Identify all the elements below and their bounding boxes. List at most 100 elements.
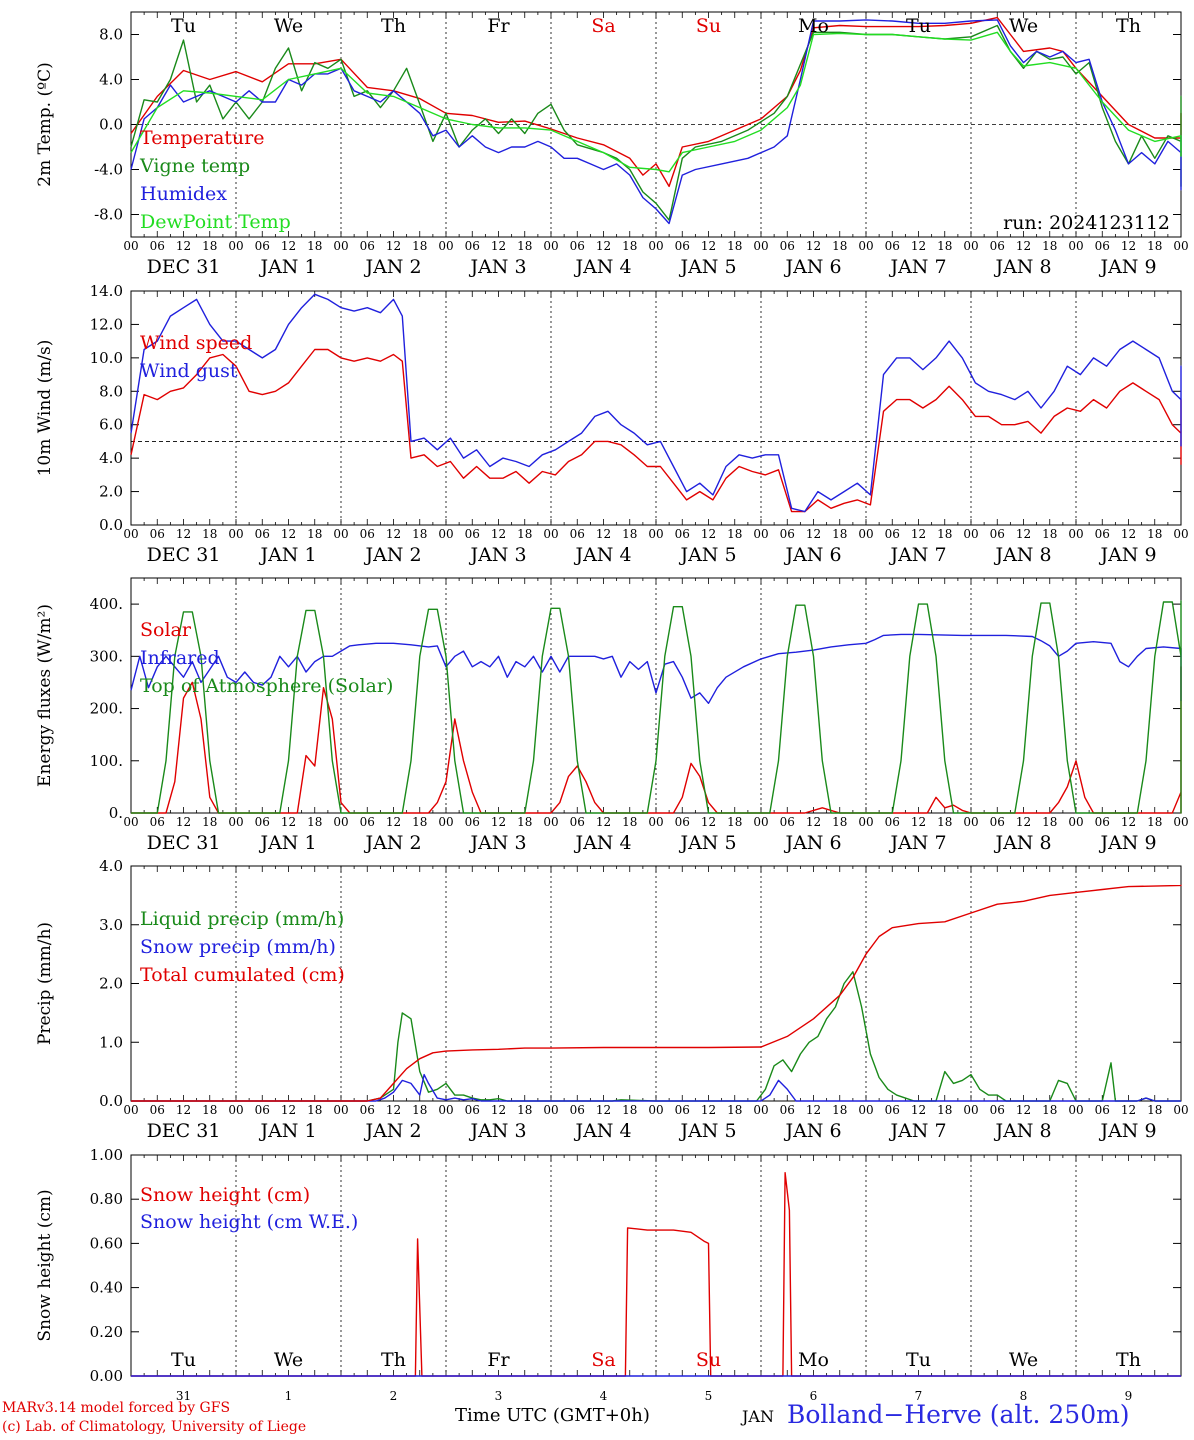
x-tick-label: 18 (517, 815, 532, 829)
x-tick-label: 00 (858, 527, 873, 541)
date-label: JAN 2 (363, 544, 421, 566)
model-credit: MARv3.14 model forced by GFS (2, 1400, 231, 1416)
x-tick-label: 12 (1121, 239, 1136, 253)
x-tick-label: 06 (885, 239, 900, 253)
weekday-label: Tu (906, 15, 931, 37)
weekday-label: Tu (171, 15, 196, 37)
date-label: JAN 9 (1098, 256, 1156, 278)
x-tick-label: 06 (780, 815, 795, 829)
x-tick-label: 00 (753, 527, 768, 541)
x-tick-label: 18 (307, 239, 322, 253)
x-tick-label: 00 (228, 239, 243, 253)
x-tick-label: 00 (1173, 1103, 1188, 1117)
date-label: JAN 7 (888, 256, 946, 278)
x-tick-label: 18 (727, 1103, 742, 1117)
y-tick-label: -8.0 (94, 206, 123, 224)
x-tick-label: 06 (465, 1103, 480, 1117)
y-tick-label: 4.0 (99, 857, 123, 875)
weekday-label-bottom: Tu (906, 1349, 931, 1371)
x-tick-label: 12 (1016, 527, 1031, 541)
x-tick-label: 12 (701, 1103, 716, 1117)
x-tick-label: 18 (1147, 1103, 1162, 1117)
x-tick-label: 12 (176, 527, 191, 541)
x-tick-label: 06 (1095, 815, 1110, 829)
x-tick-label: 18 (307, 527, 322, 541)
weekday-label: We (274, 15, 303, 37)
x-tick-label: 18 (832, 815, 847, 829)
x-tick-label: 18 (202, 527, 217, 541)
legend-entry: Total cumulated (cm) (140, 964, 345, 986)
x-tick-label: 12 (911, 815, 926, 829)
x-tick-label: 00 (333, 815, 348, 829)
date-label: JAN 5 (678, 1120, 736, 1142)
y-tick-label: 0.00 (90, 1367, 123, 1385)
legend-entry: Temperature (140, 127, 264, 149)
date-label: JAN 8 (993, 832, 1051, 854)
x-tick-label: 00 (963, 527, 978, 541)
y-tick-label: 0.40 (90, 1279, 123, 1297)
legend-entry: DewPoint Temp (140, 211, 291, 233)
x-tick-label: 18 (1042, 527, 1057, 541)
x-tick-label: 06 (360, 815, 375, 829)
date-label: DEC 31 (147, 256, 221, 278)
legend-entry: Snow height (cm) (140, 1184, 310, 1206)
legend-entry: Infrared (140, 647, 220, 669)
y-tick-label: 0.0 (99, 516, 123, 534)
weekday-label: Su (696, 15, 721, 37)
x-tick-label: 00 (1068, 815, 1083, 829)
x-tick-label: 06 (780, 239, 795, 253)
date-label: DEC 31 (147, 544, 221, 566)
panel-5: 0.00 0.20 0.40 0.60 0.80 1.00 Snow height (cm)… (35, 1146, 1182, 1385)
y-tick-label: 2.0 (99, 483, 123, 501)
x-tick-label: 18 (202, 815, 217, 829)
x-tick-label: 00 (858, 815, 873, 829)
x-tick-label: 06 (465, 239, 480, 253)
x-tick-label: 12 (911, 1103, 926, 1117)
x-tick-label: 06 (675, 527, 690, 541)
x-tick-label: 12 (176, 239, 191, 253)
x-tick-label: 18 (517, 239, 532, 253)
x-tick-label: 00 (333, 1103, 348, 1117)
x-tick-label: 18 (307, 815, 322, 829)
x-tick-label: 12 (491, 815, 506, 829)
weekday-label-bottom: Mo (798, 1349, 829, 1371)
y-tick-label: 0.80 (90, 1190, 123, 1208)
date-label: JAN 9 (1098, 832, 1156, 854)
x-tick-label: 00 (753, 1103, 768, 1117)
x-tick-label: 06 (150, 239, 165, 253)
weekday-label: Th (381, 15, 406, 37)
y-tick-label: 12.0 (90, 315, 123, 333)
x-tick-label: 18 (832, 527, 847, 541)
weekday-label-bottom: Sa (591, 1349, 615, 1371)
y-tick-label: 0. (109, 804, 123, 822)
y-axis-title: 2m Temp. (ºC) (35, 62, 55, 187)
x-tick-label: 18 (1147, 239, 1162, 253)
x-tick-label: 12 (281, 1103, 296, 1117)
x-tick-label: 12 (491, 1103, 506, 1117)
date-label: JAN 3 (468, 1120, 526, 1142)
x-tick-label: 00 (963, 815, 978, 829)
x-tick-label: 06 (360, 527, 375, 541)
weekday-label: Th (1116, 15, 1141, 37)
x-tick-label: 06 (675, 1103, 690, 1117)
y-tick-label: 0.0 (99, 116, 123, 134)
x-tick-label: 00 (648, 1103, 663, 1117)
x-tick-label: 18 (937, 815, 952, 829)
x-tick-label: 06 (255, 1103, 270, 1117)
y-tick-label: 3.0 (99, 916, 123, 934)
weekday-label-bottom: Th (1116, 1349, 1141, 1371)
date-label: JAN 8 (993, 544, 1051, 566)
x-tick-label: 18 (727, 815, 742, 829)
y-tick-label: 300. (90, 647, 123, 665)
x-tick-label: 18 (517, 1103, 532, 1117)
lab-credit: (c) Lab. of Climatology, University of L… (2, 1419, 307, 1435)
x-tick-label: 06 (780, 527, 795, 541)
x-tick-label: 12 (281, 239, 296, 253)
x-tick-label: 00 (543, 239, 558, 253)
x-tick-label: 06 (570, 815, 585, 829)
x-tick-label: 18 (412, 815, 427, 829)
legend-entry: Liquid precip (mm/h) (140, 908, 344, 930)
x-tick-label: 06 (150, 527, 165, 541)
date-label: JAN 9 (1098, 544, 1156, 566)
series-line-1 (130, 348, 1182, 513)
